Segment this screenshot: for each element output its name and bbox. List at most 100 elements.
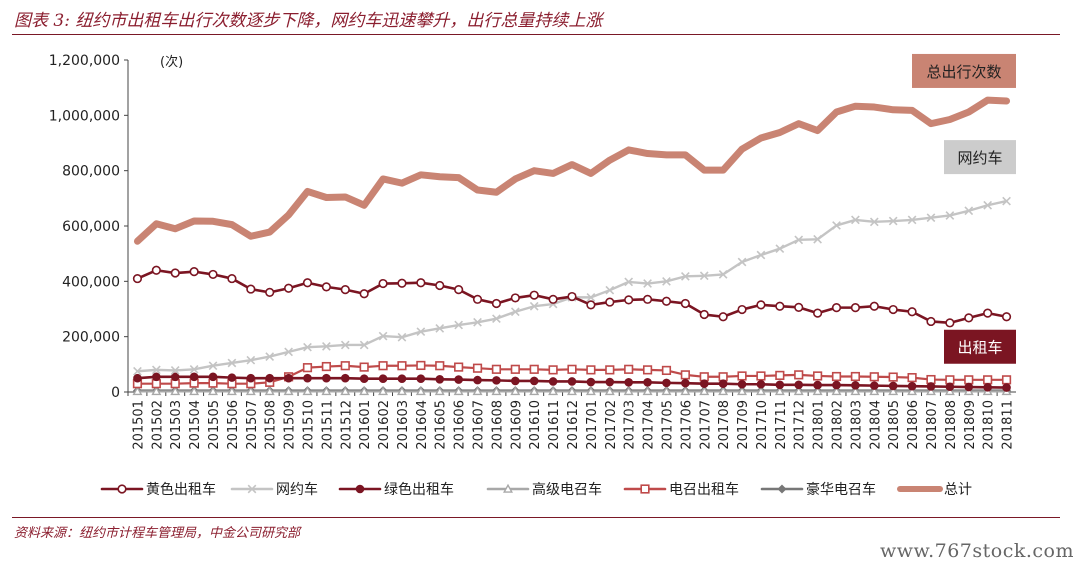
data-point [340,373,350,383]
data-point [454,375,463,384]
data-point [303,342,312,352]
data-point [907,373,917,383]
data-point [359,340,369,350]
data-point [283,386,294,396]
legend-label: 电召出租车 [669,481,739,498]
data-point [170,268,180,278]
data-point [756,300,766,310]
data-point [775,370,785,381]
data-point [794,302,804,312]
data-point [246,355,256,365]
data-point [775,380,785,390]
annotation-box [944,329,1016,364]
data-point [813,380,822,390]
data-point [925,386,936,396]
x-tick-label: 201603 [396,400,411,450]
data-point [454,320,464,330]
data-point [737,257,747,267]
legend-item-total: 总计 [897,482,972,498]
data-point [152,372,161,382]
data-point [813,371,823,381]
data-point [321,361,331,372]
data-point [492,314,501,324]
data-point [642,386,653,396]
data-point [511,376,520,386]
data-point [851,381,860,390]
figure-title: 图表 3: 纽约市出租车出行次数逐步下降，网约车迅速攀升，出行总量持续上涨 [14,11,603,31]
x-tick-label: 201510 [301,400,316,450]
data-point [774,386,785,396]
data-point [208,372,218,382]
x-tick-label: 201506 [226,400,241,450]
data-point [245,386,256,396]
data-point [907,307,917,317]
data-point [303,373,312,383]
data-point [756,250,766,260]
data-point [491,364,502,374]
data-point [397,332,407,342]
data-point [699,309,709,320]
data-point [964,313,974,323]
data-point [529,376,539,386]
data-point [680,370,690,380]
data-point [283,283,294,293]
x-tick-label: 201611 [547,400,562,450]
series-line [136,199,1008,373]
data-point [397,278,407,288]
x-tick-label: 201503 [169,400,184,450]
legend-label: 黄色出租车 [146,481,216,498]
data-point [831,303,842,313]
data-point [662,378,671,388]
data-point [888,372,898,382]
series-total [133,96,1011,245]
data-point [208,386,219,396]
data-point [435,361,445,371]
data-point [265,287,275,298]
x-tick-label: 201807 [925,400,940,450]
data-point [585,386,596,396]
data-point [265,352,275,361]
data-point [964,375,974,385]
annotation-label: 出租车 [957,339,1002,357]
data-point [321,282,331,292]
data-point [1002,196,1011,206]
x-tick-label: 201804 [868,400,883,450]
data-point [718,270,728,279]
data-point [415,386,426,396]
data-point [680,271,690,281]
data-point [605,285,615,295]
annotation-label: 总出行次数 [926,63,1001,81]
data-point [794,380,804,390]
data-point [907,215,917,225]
x-tick-label: 201609 [509,400,524,450]
data-point [661,386,672,396]
data-point [926,316,936,327]
x-tick-label: 201712 [793,400,808,450]
data-point [151,386,162,396]
legend-item-black-car: 电召出租车 [623,481,739,498]
x-tick-label: 201602 [377,400,392,450]
data-point [416,360,426,371]
legend-item-rideshare: 网约车 [230,481,318,498]
data-point [246,284,256,294]
x-tick-label: 201604 [415,400,430,450]
data-point [624,295,634,305]
data-point [983,375,993,385]
data-point [737,379,747,389]
data-point [737,386,748,396]
legend-item-green-taxi: 绿色出租车 [338,481,454,498]
data-point [586,293,596,302]
x-tick-label: 201608 [490,400,505,450]
data-point [189,364,199,374]
data-point [718,379,728,389]
data-point [397,374,407,384]
data-point [586,365,596,375]
legend-marker [355,484,365,494]
data-point [680,386,691,396]
y-tick-label: 1,200,000 [49,53,120,69]
data-point [812,386,823,396]
data-point [604,386,615,396]
data-point [378,278,388,289]
data-point [133,366,142,376]
